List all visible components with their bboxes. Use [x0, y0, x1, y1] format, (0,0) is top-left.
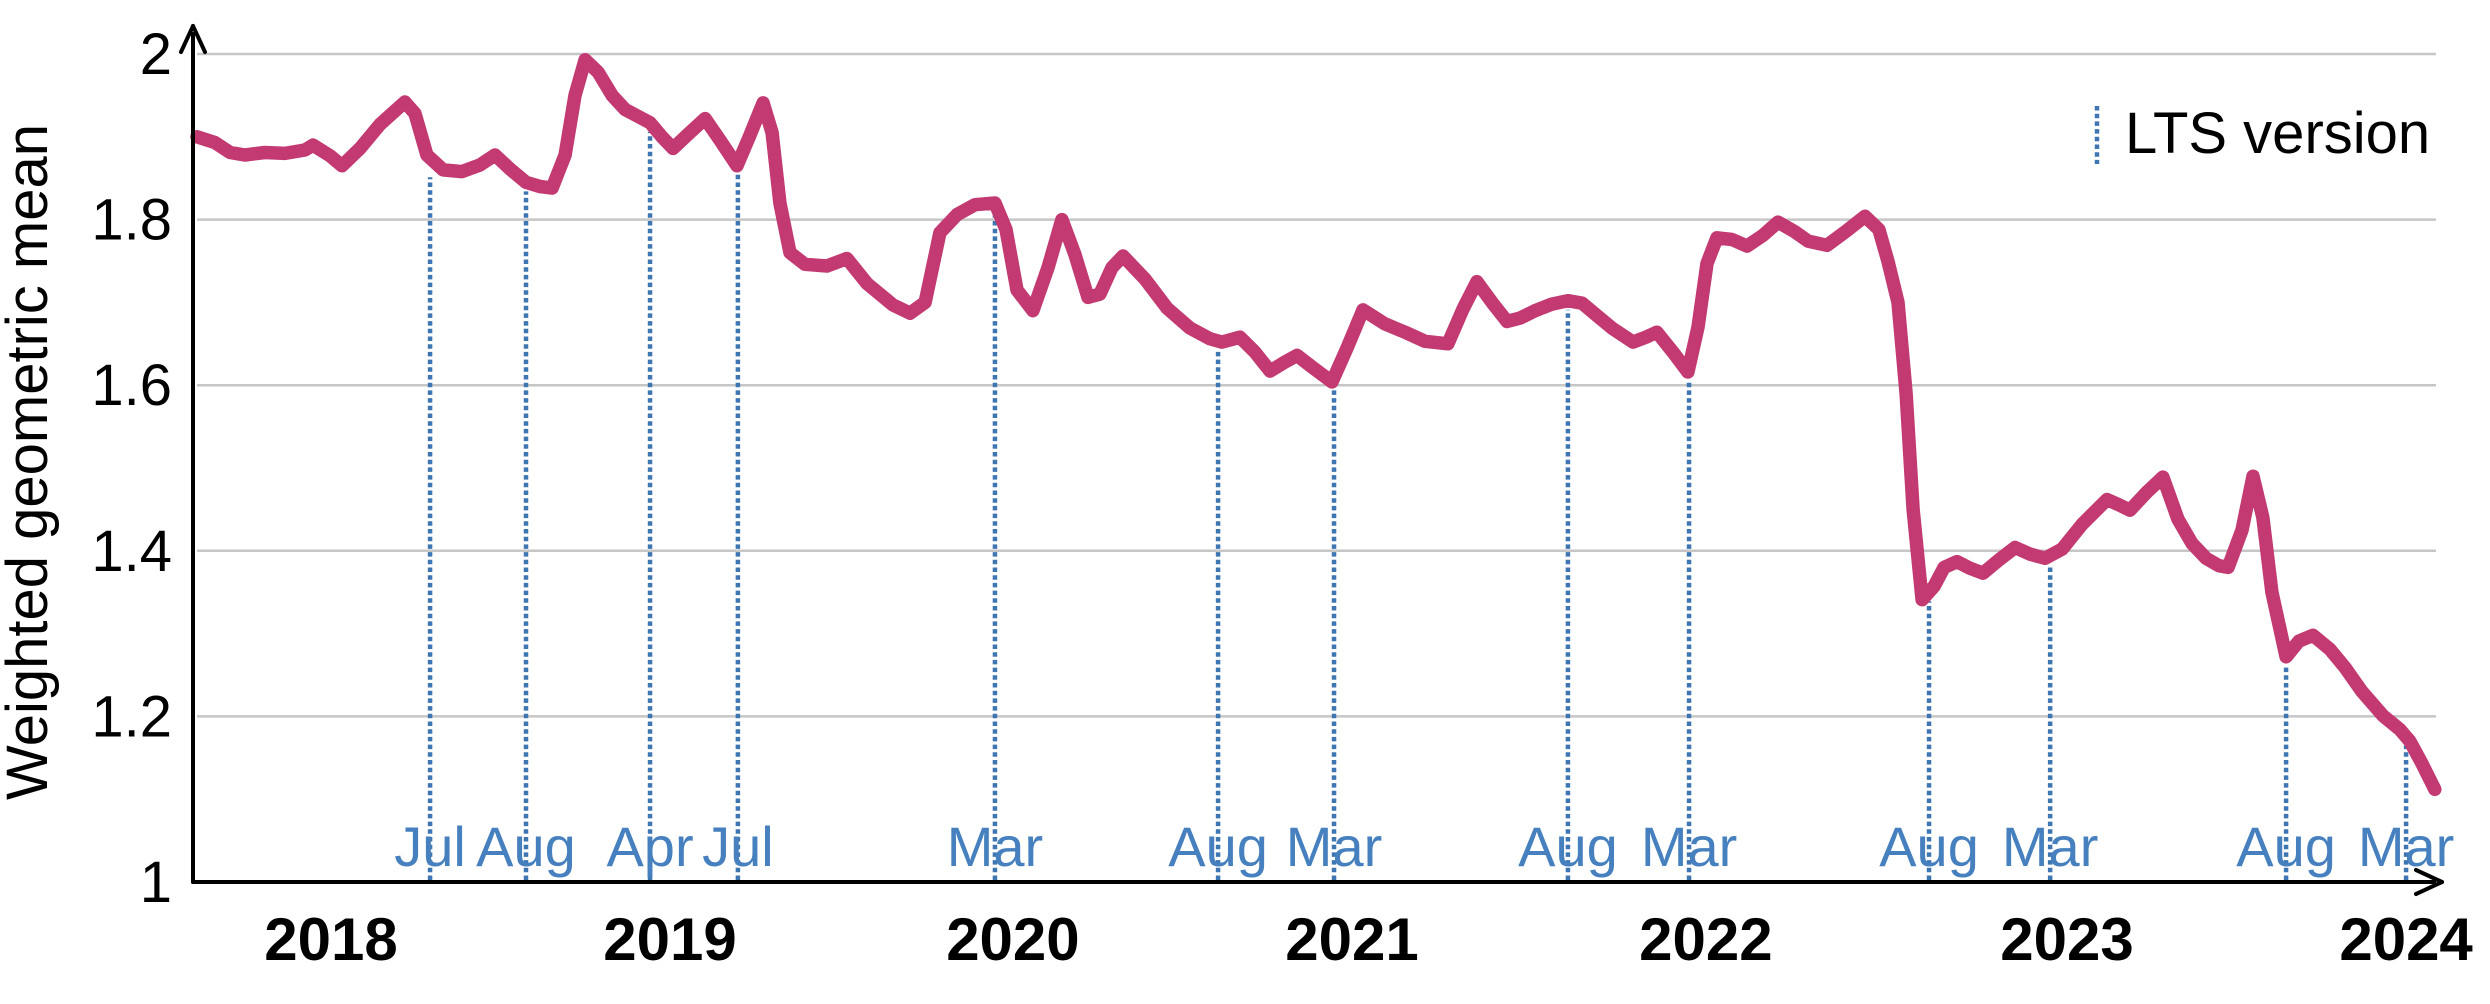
- lts-marker-label: Mar: [947, 815, 1043, 878]
- x-tick-year-label: 2024: [2339, 906, 2473, 973]
- y-axis-arrowhead: [191, 24, 207, 54]
- y-tick-label: 1.6: [91, 353, 172, 418]
- y-tick-label: 1.2: [91, 684, 172, 749]
- axis-labels-group: 2 1.8 1.6 1.4 1.2 1 2018 2019 2020 2021 2022 2023 20…: [91, 22, 2473, 973]
- lts-marker-label: Aug: [1879, 815, 1979, 878]
- y-tick-label: 1.8: [91, 188, 172, 253]
- series-group: [190, 53, 2442, 797]
- lts-marker-label: Mar: [1286, 815, 1382, 878]
- lts-marker-label: Aug: [476, 815, 576, 878]
- legend: LTS version: [2094, 101, 2430, 166]
- y-tick-label: 1: [140, 850, 172, 915]
- lts-marker-label: Aug: [1168, 815, 1268, 878]
- x-tick-year-label: 2020: [946, 906, 1079, 973]
- lts-marker-label: Apr: [606, 815, 693, 878]
- x-axis-arrowhead: [2414, 880, 2444, 896]
- x-tick-year-label: 2018: [264, 906, 397, 973]
- lts-marker-label: Aug: [1518, 815, 1618, 878]
- y-tick-label: 2: [140, 22, 172, 87]
- lts-marker-label: Mar: [1641, 815, 1737, 878]
- axes-group: [179, 24, 2444, 896]
- gridlines-group: [197, 52, 2436, 718]
- lts-marker-label: Mar: [2358, 815, 2454, 878]
- y-axis-title: Weighted geometric mean: [0, 124, 60, 800]
- lts-marker-label: Jul: [394, 815, 466, 878]
- lts-markers-group: Jul Aug Apr Jul Mar Aug Mar Aug Mar Aug Mar Aug Mar: [394, 131, 2454, 880]
- lts-marker-label: Mar: [2002, 815, 2098, 878]
- x-axis-arrowhead: [2414, 868, 2444, 884]
- y-tick-label: 1.4: [91, 519, 172, 584]
- lts-marker-label: Aug: [2236, 815, 2336, 878]
- x-tick-year-label: 2019: [603, 906, 736, 973]
- legend-label: LTS version: [2125, 101, 2430, 166]
- x-tick-year-label: 2022: [1639, 906, 1772, 973]
- lts-marker-label: Jul: [702, 815, 774, 878]
- y-axis-arrowhead: [179, 24, 195, 54]
- x-tick-year-label: 2021: [1285, 906, 1418, 973]
- series-line: [190, 53, 2442, 797]
- x-tick-year-label: 2023: [2000, 906, 2133, 973]
